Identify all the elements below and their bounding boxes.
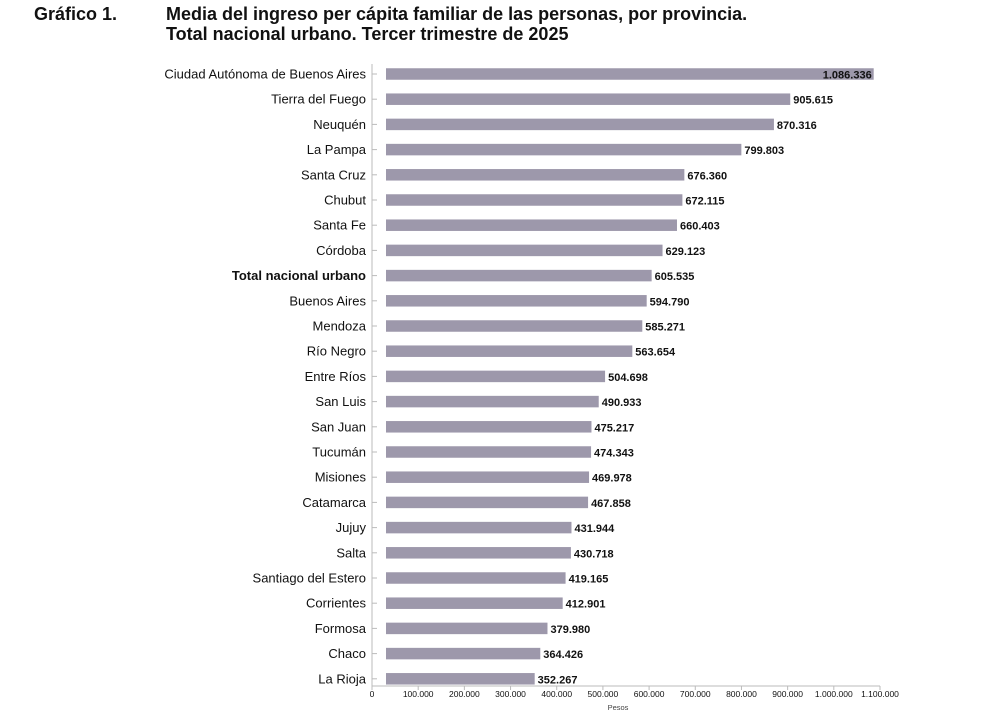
x-tick-label: 400.000 <box>541 689 572 699</box>
data-label: 467.858 <box>591 498 631 510</box>
bar-20 <box>386 572 566 584</box>
bar-5 <box>386 194 683 206</box>
bar-1 <box>386 93 791 105</box>
category-label: Corrientes <box>306 596 366 611</box>
x-tick-label: 300.000 <box>495 689 526 699</box>
category-label: Tucumán <box>312 445 366 460</box>
x-tick-label: 800.000 <box>726 689 757 699</box>
data-label: 585.271 <box>645 322 685 334</box>
category-label: Mendoza <box>313 319 367 334</box>
bar-14 <box>386 421 592 433</box>
x-tick-label: 900.000 <box>772 689 803 699</box>
category-label: Santa Cruz <box>301 167 366 182</box>
chart-title: Media del ingreso per cápita familiar de… <box>166 4 747 44</box>
bar-16 <box>386 471 590 483</box>
data-label: 629.123 <box>666 246 706 258</box>
bar-18 <box>386 521 572 534</box>
category-label: Córdoba <box>316 243 367 258</box>
category-label: Salta <box>336 545 366 560</box>
x-axis-label: Pesos <box>608 703 629 711</box>
bar-22 <box>386 622 548 635</box>
x-tick-label: 1.000.000 <box>815 689 853 699</box>
category-label: San Luis <box>315 394 366 409</box>
x-tick-label: 600.000 <box>634 689 665 699</box>
bar-13 <box>386 395 599 408</box>
data-label: 594.790 <box>650 296 690 308</box>
bar-17 <box>386 496 589 509</box>
data-label: 490.933 <box>602 397 642 409</box>
data-label: 905.615 <box>793 95 833 107</box>
category-label: Formosa <box>315 621 367 636</box>
category-label: Tierra del Fuego <box>271 92 366 107</box>
bar-9 <box>386 295 647 307</box>
data-label: 419.165 <box>569 574 609 586</box>
data-label: 504.698 <box>608 372 648 384</box>
category-label: Santiago del Estero <box>253 571 366 586</box>
bar-10 <box>386 320 643 332</box>
category-label: Jujuy <box>336 520 367 535</box>
data-label: 474.343 <box>594 448 634 460</box>
data-label: 676.360 <box>687 170 727 182</box>
data-label: 379.980 <box>550 624 590 636</box>
bar-12 <box>386 370 606 383</box>
bar-2 <box>386 118 774 131</box>
data-label: 1.086.336 <box>823 70 872 82</box>
bar-7 <box>386 244 663 257</box>
category-label: La Pampa <box>307 142 367 157</box>
chart-title-line1: Media del ingreso per cápita familiar de… <box>166 4 748 24</box>
bar-15 <box>386 446 592 458</box>
x-tick-label: 1.100.000 <box>861 689 899 699</box>
data-label: 431.944 <box>574 523 615 535</box>
bar-24 <box>386 673 535 685</box>
bar-8 <box>386 269 652 282</box>
data-label: 412.901 <box>566 599 606 611</box>
data-label: 605.535 <box>655 271 695 283</box>
x-tick-label: 700.000 <box>680 689 711 699</box>
x-tick-label: 500.000 <box>588 689 619 699</box>
bar-3 <box>386 143 742 156</box>
bar-19 <box>386 547 571 559</box>
chart-title-line2: Total nacional urbano. Tercer trimestre … <box>166 24 569 44</box>
category-label: Ciudad Autónoma de Buenos Aires <box>164 67 366 82</box>
category-label: San Juan <box>311 419 366 434</box>
data-label: 870.316 <box>777 120 817 132</box>
data-label: 672.115 <box>685 196 724 208</box>
data-label: 799.803 <box>744 145 784 157</box>
data-label: 364.426 <box>543 649 583 661</box>
category-label: Buenos Aires <box>289 293 366 308</box>
bar-0 <box>386 68 874 80</box>
category-label: Río Negro <box>307 344 366 359</box>
bar-21 <box>386 597 563 609</box>
bar-11 <box>386 345 633 357</box>
category-label: Chubut <box>324 193 366 208</box>
category-label: Total nacional urbano <box>232 268 366 283</box>
data-label: 352.267 <box>538 674 578 686</box>
category-label: La Rioja <box>318 671 366 686</box>
category-label: Catamarca <box>302 495 366 510</box>
data-label: 430.718 <box>574 548 614 560</box>
data-label: 475.217 <box>594 422 634 434</box>
bar-4 <box>386 169 685 181</box>
x-tick-label: 100.000 <box>403 689 434 699</box>
figure-label: Gráfico 1. <box>34 4 118 24</box>
category-label: Entre Ríos <box>305 369 367 384</box>
category-label: Neuquén <box>313 117 366 132</box>
bar-23 <box>386 647 541 660</box>
category-label: Chaco <box>328 646 366 661</box>
category-label: Santa Fe <box>313 218 366 233</box>
data-label: 660.403 <box>680 221 720 233</box>
x-tick-label: 0 <box>370 689 375 699</box>
category-label: Misiones <box>315 470 367 485</box>
data-label: 563.654 <box>635 347 676 359</box>
bar-6 <box>386 219 677 231</box>
x-tick-label: 200.000 <box>449 689 480 699</box>
data-label: 469.978 <box>592 473 632 485</box>
